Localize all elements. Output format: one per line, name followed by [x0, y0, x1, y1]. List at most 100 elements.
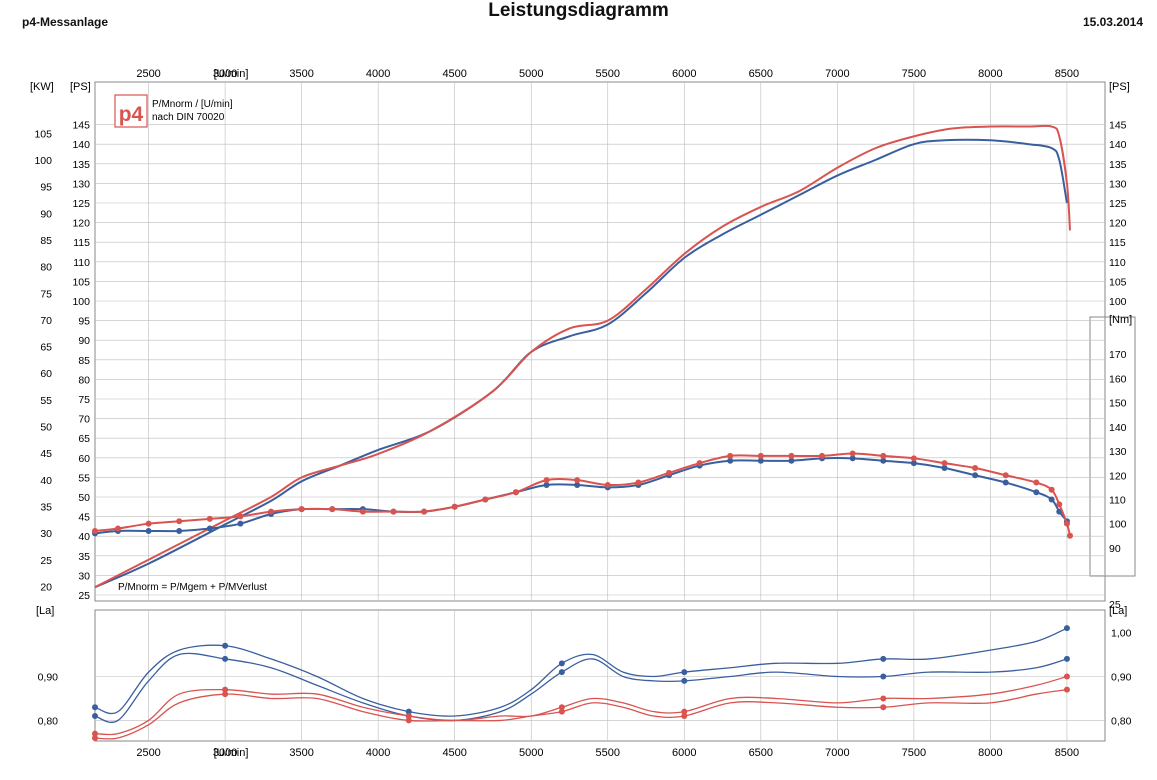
ps-tick-label-left: 45: [78, 512, 90, 524]
app-title: p4-Messanlage: [22, 15, 109, 29]
marker-torque-red: [206, 515, 213, 522]
x-tick-label-top: 5000: [519, 68, 543, 80]
kw-tick-label: 75: [40, 288, 52, 300]
marker-torque-red: [1048, 486, 1055, 493]
ps-tick-label-right: 135: [1109, 159, 1127, 171]
x-tick-label-top: 5500: [596, 68, 620, 80]
x-tick-label-bottom: 7500: [902, 747, 926, 759]
marker-torque-red: [359, 508, 366, 515]
marker-torque-blue: [1033, 489, 1040, 496]
ps-tick-label-left: 110: [73, 257, 90, 269]
main-grid: [95, 82, 1105, 601]
marker-la-blue-b: [880, 673, 887, 680]
marker-torque-red: [910, 455, 917, 462]
x-tick-label-top: 3500: [289, 68, 313, 80]
x-tick-label-bottom: 8500: [1055, 747, 1079, 759]
ps-tick-label-left: 40: [78, 531, 90, 543]
p4-logo: p4: [119, 103, 144, 126]
marker-torque-blue: [788, 457, 795, 464]
ps-axis-label-right: [PS]: [1109, 81, 1130, 93]
report-date: 15.03.2014: [1082, 15, 1143, 29]
la-tick-label-right: 1,00: [1111, 628, 1132, 640]
ps-tick-label-left: 30: [78, 570, 90, 582]
marker-la-blue-a: [92, 704, 98, 711]
marker-la-blue-a: [1063, 625, 1070, 632]
kw-tick-label: 55: [40, 395, 52, 407]
marker-la-red-a: [681, 708, 688, 715]
marker-la-blue-a: [405, 708, 412, 715]
marker-la-red-a: [222, 686, 229, 693]
marker-torque-red: [176, 518, 183, 525]
legend: p4 P/Mnorm / [U/min] nach DIN 70020 P/Mn…: [114, 94, 267, 593]
x-tick-label-top: 6500: [749, 68, 773, 80]
kw-tick-label: 100: [34, 155, 52, 167]
kw-tick-label: 70: [40, 315, 52, 327]
x-tick-label-top: 4500: [442, 68, 466, 80]
ps-tick-label-left: 25: [78, 590, 90, 602]
marker-torque-red: [849, 450, 856, 457]
kw-tick-label: 35: [40, 501, 52, 513]
kw-axis-label: [KW]: [30, 81, 54, 93]
ps-tick-label-right: 130: [1109, 178, 1127, 190]
nm-tick-label: 170: [1109, 349, 1127, 361]
marker-torque-red: [574, 477, 581, 484]
lambda-plot-frame: [94, 609, 1106, 742]
marker-la-red-b: [405, 717, 412, 724]
ps-tick-label-left: 120: [72, 218, 90, 230]
la-axis-label-right: [La]: [1109, 605, 1127, 617]
kw-tick-label: 20: [40, 581, 52, 593]
series-power-blue: [94, 138, 1068, 589]
marker-torque-blue: [206, 525, 213, 532]
marker-torque-red: [941, 460, 948, 467]
x-tick-label-bottom: 8000: [978, 747, 1002, 759]
marker-la-red-b: [92, 735, 98, 741]
kw-tick-label: 45: [40, 448, 52, 460]
marker-torque-red: [1033, 479, 1040, 486]
ps-tick-label-right: 140: [1109, 139, 1127, 151]
marker-la-red-a: [880, 695, 887, 702]
marker-la-red-b: [222, 691, 229, 698]
kw-tick-label: 80: [40, 262, 52, 274]
la-tick-label-right: 0,80: [1111, 715, 1132, 727]
kw-tick-label: 95: [40, 182, 52, 194]
marker-torque-blue: [145, 527, 152, 534]
main-plot-frame: [94, 81, 1106, 602]
marker-la-blue-b: [222, 655, 229, 662]
ps-tick-label-right: 105: [1109, 276, 1127, 288]
x-tick-label-bottom: 6000: [672, 747, 696, 759]
marker-torque-blue: [176, 527, 183, 534]
marker-torque-red: [757, 452, 764, 459]
ps-tick-label-left: 85: [78, 355, 90, 367]
marker-torque-red: [1063, 520, 1070, 527]
lambda-grid: [95, 610, 1105, 741]
ps-tick-label-right: 120: [1109, 218, 1127, 230]
x-tick-label-bottom: 4500: [442, 747, 466, 759]
nm-tick-label: 130: [1109, 446, 1127, 458]
marker-la-red-b: [880, 704, 887, 711]
marker-la-blue-b: [558, 669, 565, 676]
marker-la-blue-b: [1063, 655, 1070, 662]
marker-la-blue-a: [558, 660, 565, 667]
marker-torque-red: [543, 477, 550, 484]
la-tick-label-right: 0,90: [1111, 672, 1132, 684]
kw-tick-label: 105: [34, 128, 52, 140]
ps-tick-label-left: 90: [78, 335, 90, 347]
marker-torque-red: [145, 520, 152, 527]
marker-torque-red: [788, 452, 795, 459]
nm-tick-label: 100: [1109, 519, 1127, 531]
marker-la-blue-a: [222, 642, 229, 649]
kw-tick-label: 40: [40, 475, 52, 487]
marker-torque-red: [1056, 501, 1063, 508]
marker-la-red-a: [1063, 673, 1070, 680]
ps-tick-label-right: 145: [1109, 120, 1127, 132]
marker-la-blue-a: [681, 669, 688, 676]
x-axis-label-bottom: [U/min]: [214, 747, 249, 759]
marker-torque-blue: [972, 472, 979, 479]
ps-tick-label-left: 60: [78, 453, 90, 465]
kw-tick-label: 90: [40, 208, 52, 220]
marker-torque-red: [298, 506, 305, 513]
marker-torque-red: [482, 496, 489, 503]
legend-line-2: nach DIN 70020: [152, 112, 225, 123]
la-tick-label-left: 0,80: [38, 715, 59, 727]
